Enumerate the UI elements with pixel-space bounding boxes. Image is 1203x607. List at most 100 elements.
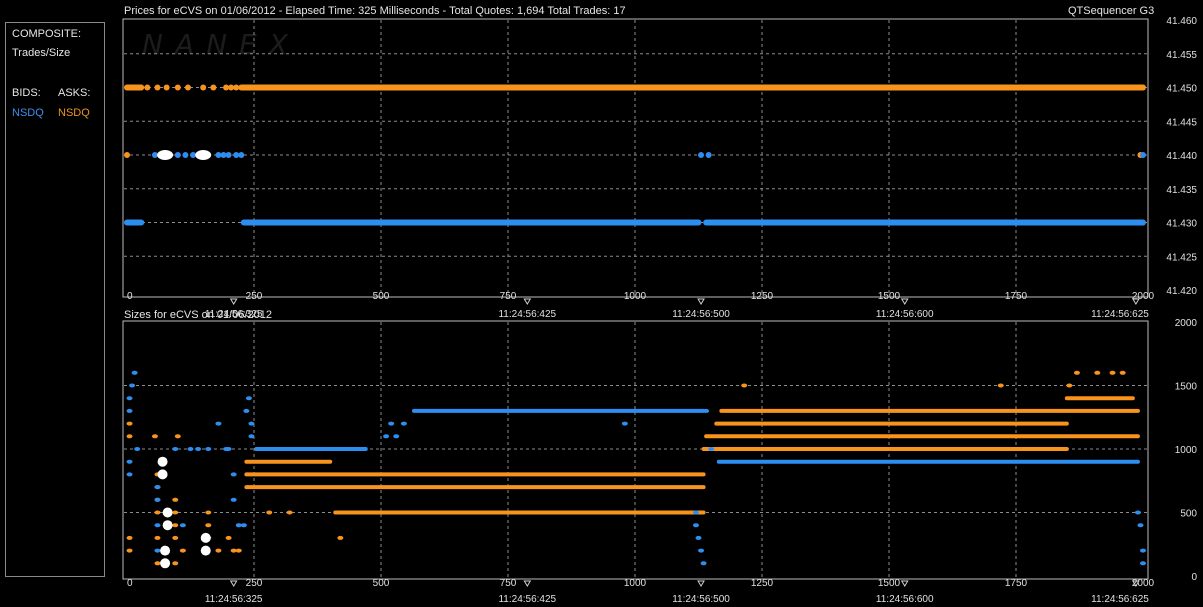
y-tick-label: 1500: [1175, 382, 1198, 393]
bid-point: [1140, 152, 1146, 158]
plot-frame: [122, 18, 1149, 298]
time-marker: [697, 298, 705, 305]
ask-point: [205, 523, 212, 528]
x-tick-label: 250: [246, 578, 263, 589]
bid-point: [698, 152, 705, 158]
time-marker: [900, 580, 909, 587]
trade-point: [162, 507, 173, 518]
time-label: 11:24:56:500: [672, 309, 730, 320]
ask-point: [228, 84, 235, 91]
time-label: 11:24:56:600: [876, 594, 934, 605]
ask-point: [210, 84, 217, 91]
chart-panel-prices: 0 250 500 750 1000 1250 1500 1750 2000 41.420 41.4…: [122, 16, 1197, 320]
bid-point: [225, 152, 232, 158]
x-tick-label: 500: [373, 578, 390, 589]
x-tick-label: 0: [127, 291, 133, 302]
trade-point: [195, 150, 212, 160]
ask-point: [124, 152, 130, 158]
watermark-logo: NANEX: [142, 28, 300, 61]
bid-point: [134, 447, 141, 451]
ask-point: [172, 510, 179, 515]
y-tick-label: 500: [1180, 509, 1197, 520]
bid-point: [190, 152, 197, 158]
ask-point: [154, 561, 161, 566]
bid-point: [1137, 523, 1144, 528]
trade-point: [160, 545, 171, 556]
bid-point: [383, 434, 390, 439]
ask-point: [154, 535, 161, 540]
bid-point: [692, 510, 699, 515]
trade-point: [200, 545, 211, 556]
time-marker: [229, 580, 238, 587]
bid-point: [220, 152, 227, 158]
y-tick-label: 41.445: [1166, 117, 1197, 128]
x-tick-label: 1750: [1005, 578, 1028, 589]
bid-point: [388, 421, 395, 426]
y-tick-label: 41.455: [1166, 50, 1197, 61]
bid-point: [1140, 548, 1146, 553]
ask-point: [337, 535, 344, 540]
ask-point: [126, 535, 133, 540]
ask-point: [154, 510, 161, 515]
ask-point: [205, 510, 212, 515]
ask-point: [225, 535, 232, 540]
ask-point: [235, 548, 242, 553]
x-tick-label: 750: [500, 291, 517, 302]
y-tick-label: 41.460: [1166, 16, 1197, 27]
bid-point: [1140, 561, 1146, 566]
bid-point: [154, 523, 161, 528]
bid-point: [238, 152, 245, 158]
time-marker: [900, 298, 909, 305]
trade-point: [157, 150, 174, 160]
ask-point: [233, 84, 240, 91]
bid-point: [182, 152, 189, 158]
x-tick-label: 1500: [878, 578, 901, 589]
bid-point: [154, 548, 161, 553]
ask-point: [1073, 370, 1080, 375]
time-label: 11:24:56:625: [1091, 594, 1149, 605]
bid-point: [215, 152, 222, 158]
bid-point: [126, 472, 133, 477]
bid-point: [240, 523, 247, 528]
bid-point: [393, 434, 400, 439]
bid-point: [215, 421, 222, 426]
ask-point: [286, 510, 293, 515]
ask-point: [174, 84, 181, 91]
time-marker: [1132, 298, 1140, 305]
bid-point: [187, 447, 194, 451]
ask-point: [1109, 370, 1116, 375]
bid-point: [705, 152, 712, 158]
bids-label: BIDS:: [12, 87, 41, 99]
ask-point: [151, 434, 158, 439]
bid-point: [126, 459, 133, 464]
time-marker: [1132, 580, 1140, 587]
ask-point: [266, 510, 273, 515]
ask-point: [215, 548, 222, 553]
bid-point: [235, 523, 242, 528]
bid-point: [172, 447, 179, 451]
time-label: 11:24:56:425: [498, 309, 556, 320]
bid-point: [179, 523, 186, 528]
time-marker: [697, 580, 705, 587]
ask-point: [126, 434, 133, 439]
y-tick-label: 41.420: [1166, 286, 1197, 297]
time-label: 11:24:56:325: [205, 309, 263, 320]
time-marker: [523, 298, 532, 305]
bid-point: [131, 370, 138, 375]
time-label: 11:24:56:600: [876, 309, 934, 320]
time-marker: [523, 580, 532, 587]
y-tick-label: 0: [1191, 572, 1197, 583]
bid-point: [400, 421, 407, 426]
ask-point: [997, 383, 1004, 388]
x-tick-label: 2000: [1132, 578, 1155, 589]
ask-point: [1066, 383, 1073, 388]
bid-point: [248, 434, 255, 439]
x-tick-label: 1750: [1005, 291, 1028, 302]
bid-point: [695, 535, 702, 540]
x-tick-label: 1250: [751, 578, 774, 589]
bid-point: [230, 497, 237, 502]
time-label: 11:24:56:425: [498, 594, 556, 605]
bid-point: [621, 421, 628, 426]
y-tick-label: 1000: [1175, 445, 1198, 456]
